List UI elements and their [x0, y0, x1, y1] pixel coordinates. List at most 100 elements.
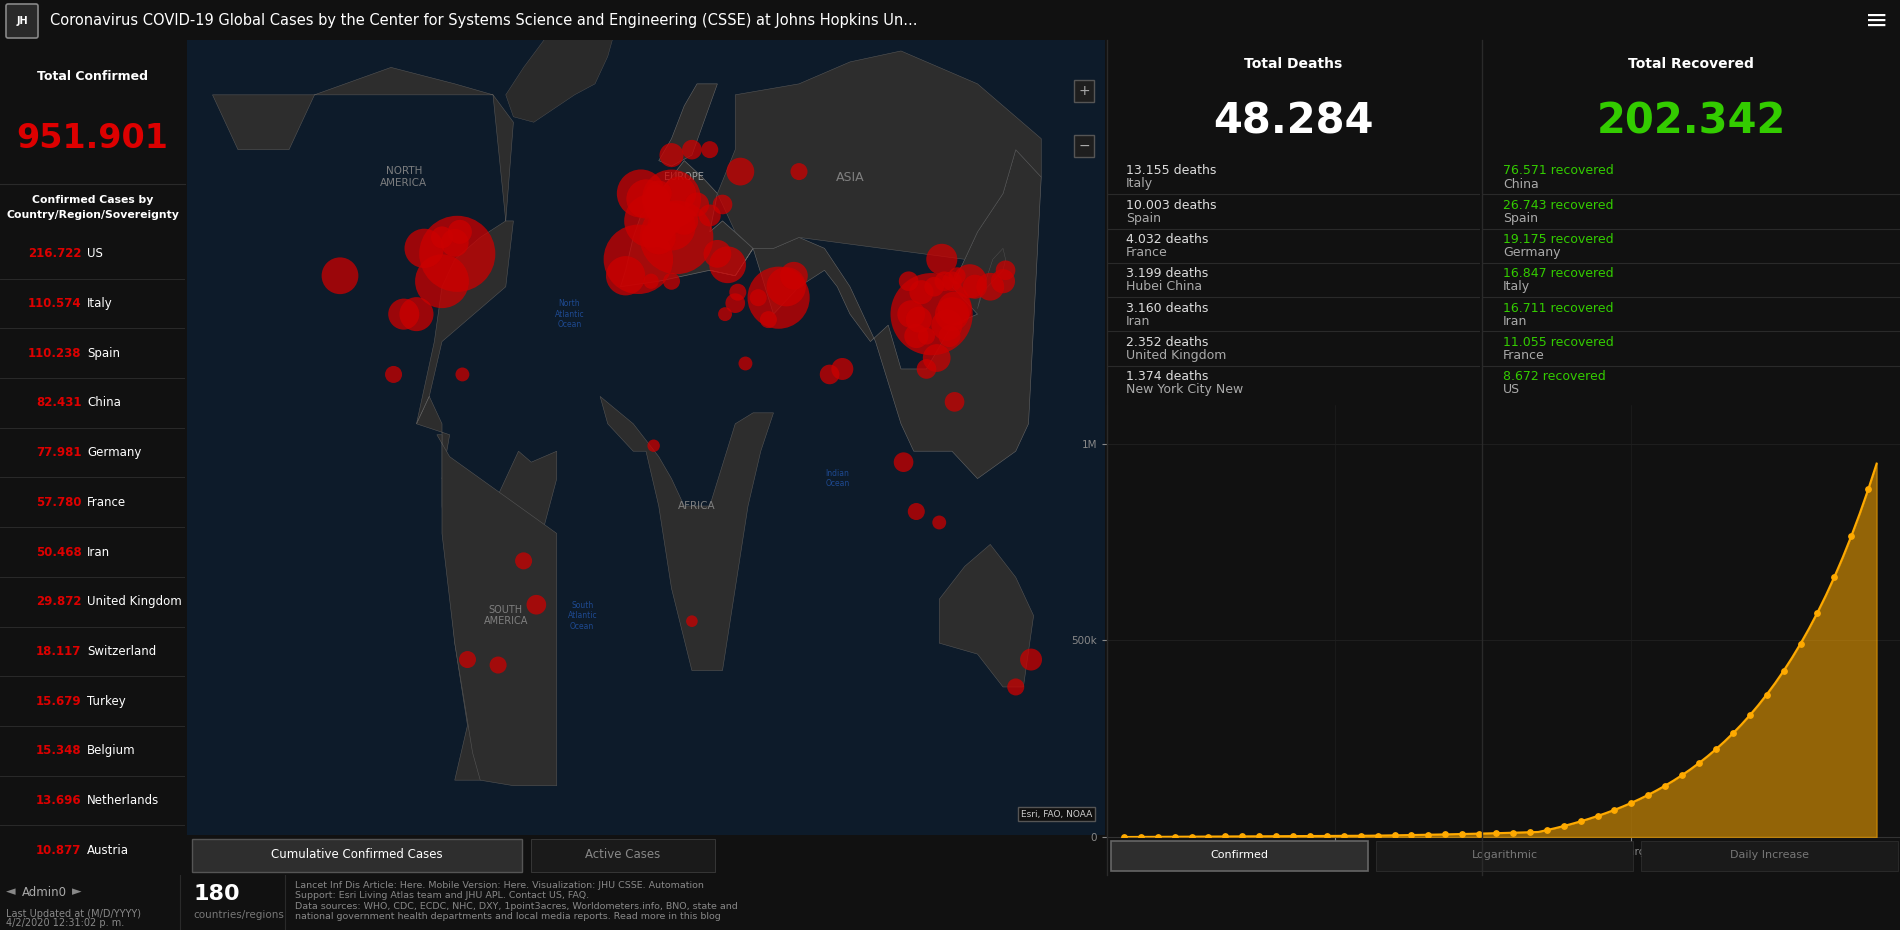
Text: 16.847 recovered: 16.847 recovered: [1503, 267, 1613, 280]
Point: [644, 230, 674, 245]
Point: [1193, 830, 1224, 844]
Text: Support: Esri Living Atlas team and JHU APL. Contact US, FAQ.: Support: Esri Living Atlas team and JHU …: [294, 891, 589, 900]
Point: [1666, 767, 1697, 782]
Text: 77.981: 77.981: [36, 446, 82, 459]
Text: Belgium: Belgium: [87, 744, 135, 757]
Point: [428, 230, 458, 245]
Text: North
Atlantic
Ocean: North Atlantic Ocean: [555, 299, 585, 329]
Text: Spain: Spain: [1125, 212, 1161, 225]
Point: [901, 328, 931, 343]
Point: [676, 614, 707, 629]
Point: [906, 285, 937, 299]
Text: NORTH
AMERICA: NORTH AMERICA: [380, 166, 428, 188]
Text: Austria: Austria: [87, 844, 129, 857]
Point: [1818, 569, 1849, 584]
Point: [954, 273, 984, 288]
Point: [446, 367, 477, 382]
Point: [901, 504, 931, 519]
Text: Spain: Spain: [1503, 212, 1537, 225]
Point: [483, 658, 513, 672]
Point: [636, 214, 667, 229]
Point: [937, 307, 967, 322]
Text: 2.352 deaths: 2.352 deaths: [1125, 336, 1208, 349]
Point: [764, 290, 794, 305]
Point: [1396, 828, 1427, 843]
FancyBboxPatch shape: [1642, 841, 1898, 871]
Text: Data sources: WHO, CDC, ECDC, NHC, DXY, 1point3acres, Worldometers.info, BNO, st: Data sources: WHO, CDC, ECDC, NHC, DXY, …: [294, 901, 737, 910]
Polygon shape: [977, 248, 1005, 309]
Text: 26.743 recovered: 26.743 recovered: [1503, 199, 1613, 212]
Point: [445, 224, 475, 239]
Point: [325, 269, 355, 284]
Point: [726, 165, 756, 179]
Point: [1531, 823, 1562, 838]
Text: 29.872: 29.872: [36, 595, 82, 608]
Point: [1210, 829, 1241, 844]
Text: Admin0: Admin0: [23, 885, 66, 898]
Point: [509, 553, 540, 568]
Point: [1110, 830, 1140, 844]
Point: [1852, 482, 1883, 497]
Text: Iran: Iran: [1125, 314, 1150, 327]
Text: New York City New: New York City New: [1125, 383, 1243, 396]
Point: [1700, 742, 1731, 757]
Point: [990, 263, 1020, 278]
Text: 18.117: 18.117: [36, 644, 82, 658]
Point: [521, 597, 551, 612]
Point: [428, 273, 458, 288]
Point: [1431, 827, 1461, 842]
Point: [443, 246, 473, 261]
FancyBboxPatch shape: [1376, 841, 1632, 871]
Point: [826, 362, 857, 377]
Text: 16.711 recovered: 16.711 recovered: [1503, 301, 1613, 314]
Point: [707, 197, 737, 212]
Text: Esri, FAO, NOAA: Esri, FAO, NOAA: [1020, 809, 1092, 818]
Point: [939, 301, 969, 316]
Point: [960, 279, 990, 294]
Text: 57.780: 57.780: [36, 496, 82, 509]
Point: [939, 394, 969, 409]
Text: South
Atlantic
Ocean: South Atlantic Ocean: [568, 601, 597, 631]
Text: Confirmed: Confirmed: [1210, 850, 1269, 860]
Point: [1548, 818, 1579, 833]
Point: [923, 515, 954, 530]
Point: [408, 241, 439, 256]
Point: [1566, 814, 1596, 829]
Point: [771, 279, 802, 294]
Text: US: US: [87, 247, 103, 260]
Point: [743, 290, 773, 305]
Text: Turkey: Turkey: [87, 695, 125, 708]
Text: Netherlands: Netherlands: [87, 794, 160, 807]
Text: 4.032 deaths: 4.032 deaths: [1125, 233, 1208, 246]
Text: 50.468: 50.468: [36, 546, 82, 559]
Point: [1718, 726, 1748, 741]
Point: [1311, 829, 1341, 844]
Point: [1835, 528, 1866, 543]
Point: [631, 192, 661, 206]
Text: Italy: Italy: [87, 297, 112, 310]
Text: Germany: Germany: [1503, 246, 1560, 259]
Text: Coronavirus COVID-19 Global Cases by the Center for Systems Science and Engineer: Coronavirus COVID-19 Global Cases by the…: [49, 14, 918, 29]
Point: [1683, 755, 1714, 770]
Text: 216.722: 216.722: [28, 247, 82, 260]
Point: [931, 318, 961, 333]
Point: [730, 356, 760, 371]
FancyBboxPatch shape: [192, 839, 522, 871]
Point: [1262, 829, 1292, 844]
Point: [656, 219, 686, 233]
Point: [439, 235, 469, 250]
Text: −: −: [1077, 139, 1091, 153]
Point: [656, 148, 686, 163]
Text: United Kingdom: United Kingdom: [87, 595, 182, 608]
Point: [929, 273, 960, 288]
Text: United Kingdom: United Kingdom: [1125, 349, 1226, 362]
Text: countries/regions: countries/regions: [194, 910, 283, 920]
Text: Iran: Iran: [87, 546, 110, 559]
Point: [942, 269, 973, 284]
Text: China: China: [1503, 178, 1539, 191]
Point: [1649, 778, 1680, 793]
Text: 110.238: 110.238: [28, 347, 82, 360]
Text: France: France: [1125, 246, 1167, 259]
Point: [927, 252, 958, 267]
Point: [401, 307, 431, 322]
